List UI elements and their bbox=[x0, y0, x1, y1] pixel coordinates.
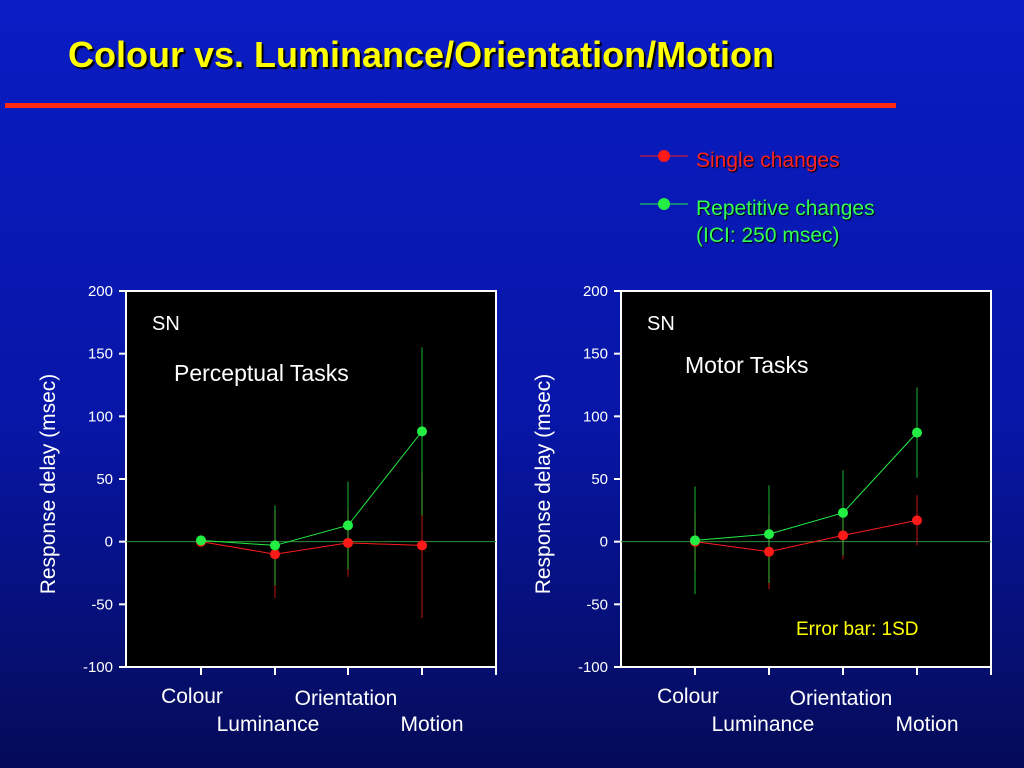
perceptual-repetitive-point bbox=[417, 426, 427, 437]
perceptual-single-point bbox=[270, 549, 280, 560]
motor-category-label-orientation: Orientation bbox=[790, 687, 893, 710]
motor-single-point bbox=[912, 515, 922, 526]
motor-plot-area bbox=[620, 290, 992, 668]
motor-ytick-label: 50 bbox=[591, 471, 608, 488]
motor-ytick-label: -50 bbox=[586, 596, 608, 613]
legend-single-marker bbox=[640, 150, 688, 162]
legend-single-label: Single changes bbox=[696, 149, 840, 172]
perceptual-ytick-label: 50 bbox=[96, 471, 113, 488]
perceptual-single-point bbox=[343, 537, 353, 548]
motor-chart-title: Motor Tasks bbox=[685, 352, 809, 378]
motor-repetitive-series-line bbox=[694, 432, 918, 541]
perceptual-plot-area bbox=[125, 290, 497, 668]
legend-repetitive-label: Repetitive changes (ICI: 250 msec) bbox=[696, 195, 875, 249]
motor-single-series-line bbox=[694, 519, 918, 553]
perceptual-category-label-colour: Colour bbox=[161, 685, 223, 708]
motor-category-label-motion: Motion bbox=[895, 713, 958, 736]
perceptual-ytick-label: 200 bbox=[88, 283, 113, 300]
perceptual-category-label-orientation: Orientation bbox=[295, 687, 398, 710]
motor-panel-label: SN bbox=[647, 313, 675, 335]
motor-single-point bbox=[838, 530, 848, 541]
perceptual-single-series-line bbox=[200, 541, 423, 555]
perceptual-repetitive-point bbox=[270, 540, 280, 551]
legend-repetitive-line2: (ICI: 250 msec) bbox=[696, 224, 840, 247]
motor-repetitive-point bbox=[838, 507, 848, 518]
motor-repetitive-point bbox=[690, 535, 700, 546]
motor-ytick-label: 200 bbox=[583, 283, 608, 300]
perceptual-y-axis-label: Response delay (msec) bbox=[37, 374, 60, 595]
perceptual-repetitive-point bbox=[196, 535, 206, 546]
slide-title: Colour vs. Luminance/Orientation/Motion bbox=[68, 34, 775, 75]
motor-repetitive-point bbox=[912, 427, 922, 438]
motor-ytick-label: 150 bbox=[583, 346, 608, 363]
legend-repetitive-marker bbox=[640, 198, 688, 210]
perceptual-category-label-motion: Motion bbox=[400, 713, 463, 736]
motor-single-point bbox=[764, 546, 774, 557]
perceptual-category-label-luminance: Luminance bbox=[217, 713, 320, 736]
perceptual-single-point bbox=[417, 540, 427, 551]
perceptual-panel-label: SN bbox=[152, 313, 180, 335]
motor-repetitive-point bbox=[764, 529, 774, 540]
perceptual-ytick-label: 150 bbox=[88, 346, 113, 363]
motor-category-label-colour: Colour bbox=[657, 685, 719, 708]
motor-ytick-label: 100 bbox=[583, 408, 608, 425]
motor-category-label-luminance: Luminance bbox=[712, 713, 815, 736]
perceptual-ytick-label: 100 bbox=[88, 408, 113, 425]
perceptual-ytick-label: 0 bbox=[105, 534, 113, 551]
perceptual-repetitive-point bbox=[343, 520, 353, 531]
perceptual-repetitive-series-line bbox=[200, 431, 423, 546]
legend-repetitive-line1: Repetitive changes bbox=[696, 197, 875, 220]
title-divider bbox=[5, 103, 896, 108]
motor-ytick-label: -100 bbox=[578, 659, 608, 676]
perceptual-chart-title: Perceptual Tasks bbox=[174, 360, 349, 386]
perceptual-ytick-label: -100 bbox=[83, 659, 113, 676]
motor-ytick-label: 0 bbox=[600, 534, 608, 551]
motor-error-note: Error bar: 1SD bbox=[796, 619, 918, 640]
motor-y-axis-label: Response delay (msec) bbox=[532, 374, 555, 595]
perceptual-ytick-label: -50 bbox=[91, 596, 113, 613]
